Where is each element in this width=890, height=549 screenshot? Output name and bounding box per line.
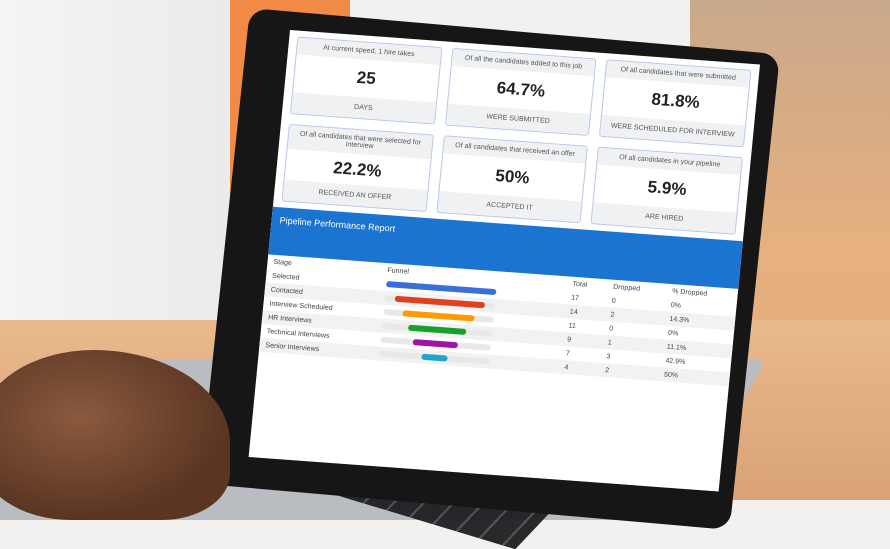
stat-card: Of all the candidates added to this job …: [444, 47, 597, 136]
funnel-bar: [420, 353, 448, 362]
funnel-bar: [402, 310, 475, 322]
laptop-screen: At current speed, 1 hire takes 25 DAYS Of…: [248, 30, 760, 492]
report-title: Pipeline Performance Report: [279, 215, 396, 234]
stat-card: At current speed, 1 hire takes 25 DAYS: [289, 36, 443, 125]
funnel-bar: [412, 339, 459, 349]
stat-card: Of all candidates that were selected for…: [281, 123, 434, 212]
hand: [0, 350, 230, 520]
stat-card: Of all candidates in your pipeline 5.9% …: [590, 146, 743, 235]
funnel-bar: [407, 324, 467, 335]
dropped-cell: 2: [604, 366, 610, 374]
total-cell: 4: [564, 363, 569, 371]
stat-card: Of all candidates that were submitted 81…: [599, 59, 752, 148]
stat-cards: At current speed, 1 hire takes 25 DAYS Of…: [273, 30, 760, 241]
funnel-track: [379, 350, 490, 365]
stat-card: Of all candidates that received an offer…: [436, 135, 589, 224]
background-wall: [0, 0, 250, 330]
